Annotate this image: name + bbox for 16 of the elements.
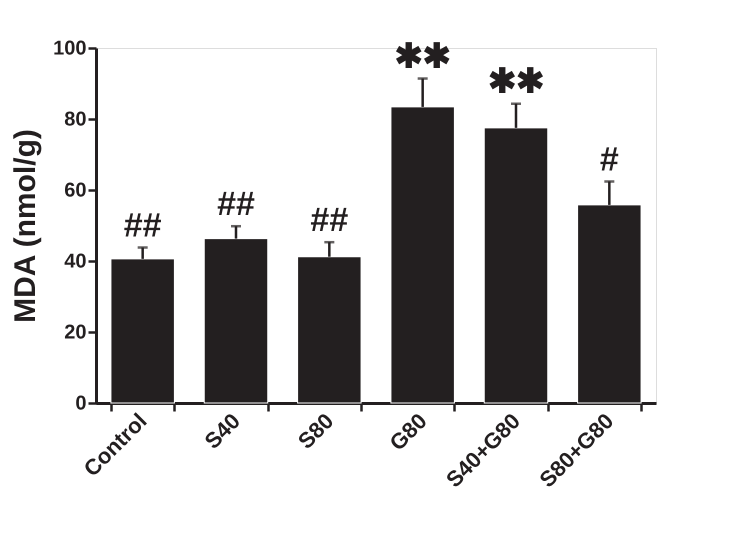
y-tick-label: 40 — [64, 250, 86, 272]
y-axis-title: MDA (nmol/g) — [9, 129, 42, 323]
x-tick-label: S40 — [200, 408, 245, 454]
annotation: # — [600, 140, 619, 178]
annotation: ## — [310, 201, 348, 240]
x-tick-label: S80 — [292, 408, 338, 454]
y-tick-label: 60 — [64, 180, 86, 202]
x-tick-label: G80 — [384, 408, 432, 456]
y-tick-label: 80 — [64, 108, 86, 130]
annotation: ✱✱ — [394, 38, 451, 76]
y-tick-label: 20 — [64, 322, 86, 344]
annotation: ✱✱ — [488, 62, 544, 101]
y-tick-label: 100 — [53, 38, 86, 60]
annotation: ## — [217, 185, 255, 224]
y-tick-label: 0 — [75, 392, 86, 414]
annotation: ## — [124, 206, 162, 245]
